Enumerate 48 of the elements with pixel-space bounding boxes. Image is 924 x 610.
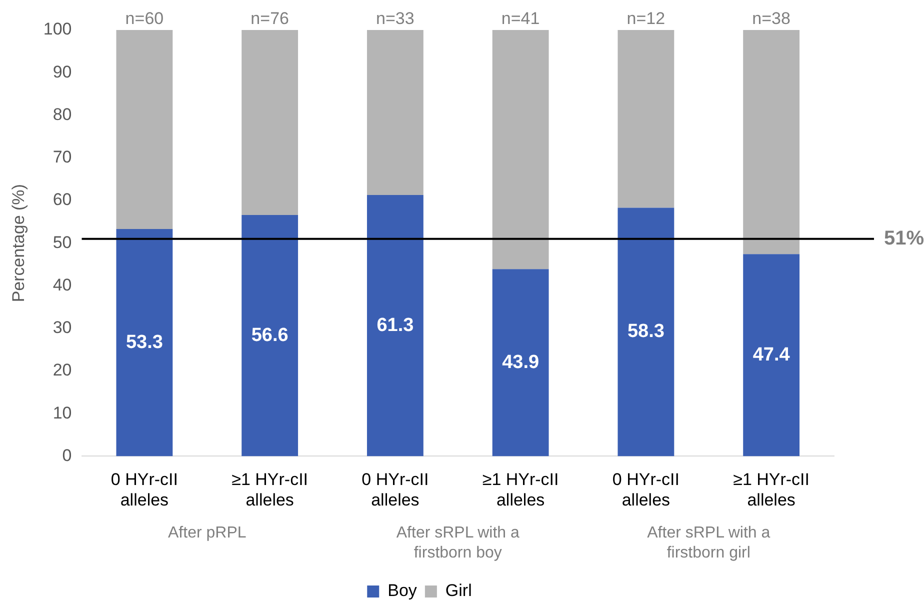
ref-line-label: 51%	[884, 227, 924, 250]
bar	[618, 208, 674, 456]
y-tick-label: 90	[52, 62, 72, 82]
bar	[366, 30, 424, 195]
text: After sRPL with a firstborn girl	[647, 524, 770, 562]
y-tick-label: 30	[52, 318, 72, 338]
bar	[242, 30, 298, 215]
y-tick-label: 20	[52, 360, 72, 380]
y-tick-label: 0	[62, 446, 72, 465]
y-tick-label: 70	[52, 148, 72, 167]
bar	[618, 30, 674, 208]
legend-label: Boy	[388, 581, 418, 600]
y-axis-title: Percentage (%)	[8, 184, 28, 302]
data-label: 58.3	[627, 321, 664, 342]
bar	[116, 30, 173, 230]
bar	[366, 194, 424, 456]
data-label: 56.6	[251, 324, 288, 346]
bar	[116, 229, 173, 456]
data-label: 43.9	[502, 352, 540, 373]
text: n=60	[125, 9, 164, 28]
text: After sRPL with a firstborn boy	[396, 524, 520, 562]
bar	[492, 269, 549, 456]
x-tick-label: 0 HYr-cII alleles	[110, 470, 178, 510]
bar	[492, 30, 549, 270]
text: After pRPL	[168, 524, 246, 542]
x-tick-label: ≥1 HYr-cII alleles	[733, 470, 810, 510]
x-tick-label: ≥1 HYr-cII alleles	[482, 470, 559, 510]
legend-label: Girl	[445, 581, 472, 600]
y-tick-label: 80	[52, 104, 72, 124]
data-label: 53.3	[126, 332, 163, 353]
y-tick-label: 40	[52, 275, 72, 294]
text: n=38	[752, 9, 790, 28]
x-tick-label: 0 HYr-cII alleles	[612, 470, 680, 510]
data-label: 47.4	[752, 344, 790, 366]
text: n=76	[250, 9, 289, 28]
y-tick-label: 50	[52, 232, 72, 252]
y-tick-label: 10	[52, 403, 72, 422]
bar	[743, 254, 800, 456]
text: n=12	[626, 9, 666, 28]
text: n=41	[501, 9, 540, 28]
y-tick-label: 100	[43, 20, 72, 39]
bar	[743, 30, 800, 254]
y-tick-label: 60	[52, 190, 72, 210]
x-tick-label: 0 HYr-cII alleles	[362, 470, 429, 510]
x-tick-label: ≥1 HYr-cII alleles	[232, 470, 308, 510]
data-label: 61.3	[376, 314, 414, 336]
bar	[242, 214, 298, 456]
text: n=33	[376, 9, 414, 28]
